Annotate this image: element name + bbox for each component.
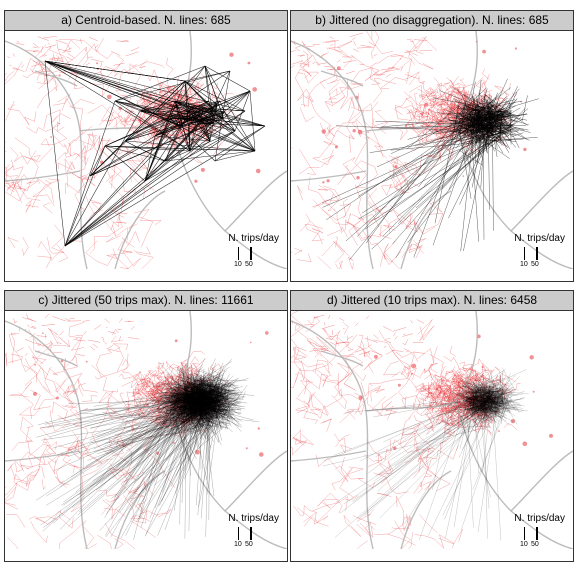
legend-title: N. trips/day <box>228 233 279 244</box>
legend: N. trips/day 10 50 <box>213 233 279 273</box>
flow-lines <box>36 358 260 540</box>
legend-title: N. trips/day <box>514 233 565 244</box>
legend-bar-50 <box>536 527 538 540</box>
legend-label-10: 10 <box>520 541 528 548</box>
legend-label-10: 10 <box>234 261 242 268</box>
flow-lines <box>322 367 529 541</box>
panel-a: a) Centroid-based. N. lines: 685 N. trip… <box>4 10 288 282</box>
map-area <box>5 31 287 269</box>
legend-label-10: 10 <box>234 541 242 548</box>
street-network <box>291 311 573 549</box>
legend-bar-50 <box>250 247 252 260</box>
legend-label-50: 50 <box>531 261 539 268</box>
legend-bar-10 <box>524 527 525 540</box>
panel-title: c) Jittered (50 trips max). N. lines: 11… <box>5 291 287 311</box>
map-area <box>291 31 573 269</box>
legend-bar-50 <box>250 527 252 540</box>
legend: N. trips/day 10 50 <box>499 233 565 273</box>
street-network <box>5 311 287 549</box>
legend-label-10: 10 <box>520 261 528 268</box>
panel-c: c) Jittered (50 trips max). N. lines: 11… <box>4 290 288 562</box>
legend-bar-10 <box>524 247 525 260</box>
legend-label-50: 50 <box>531 541 539 548</box>
map-svg <box>291 311 573 549</box>
panel-b: b) Jittered (no disaggregation). N. line… <box>290 10 574 282</box>
panel-title: b) Jittered (no disaggregation). N. line… <box>291 11 573 31</box>
panel-title: a) Centroid-based. N. lines: 685 <box>5 11 287 31</box>
legend: N. trips/day 10 50 <box>213 513 279 553</box>
map-svg <box>291 31 573 269</box>
legend-bar-50 <box>536 247 538 260</box>
map-area <box>291 311 573 549</box>
legend-title: N. trips/day <box>228 513 279 524</box>
flow-lines <box>321 78 539 260</box>
legend-label-50: 50 <box>245 541 253 548</box>
panel-title: d) Jittered (10 trips max). N. lines: 64… <box>291 291 573 311</box>
flow-lines <box>44 60 266 247</box>
map-svg <box>5 311 287 549</box>
legend-label-50: 50 <box>245 261 253 268</box>
legend: N. trips/day 10 50 <box>499 513 565 553</box>
street-network <box>291 31 573 269</box>
map-svg <box>5 31 287 269</box>
legend-title: N. trips/day <box>514 513 565 524</box>
map-area <box>5 311 287 549</box>
legend-bar-10 <box>238 247 239 260</box>
panel-d: d) Jittered (10 trips max). N. lines: 64… <box>290 290 574 562</box>
legend-bar-10 <box>238 527 239 540</box>
